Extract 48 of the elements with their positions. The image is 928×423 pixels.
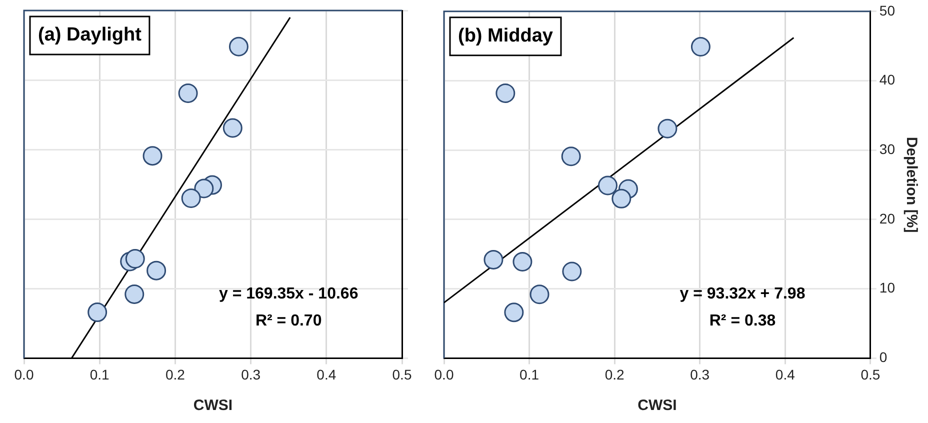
- x-tick-label: 0.4: [775, 366, 796, 382]
- point: [496, 83, 516, 103]
- annotation: R² = 0.38: [709, 312, 776, 330]
- x-tick-label: 0.2: [165, 366, 186, 382]
- text: (b) Midday: [458, 26, 554, 47]
- point: [146, 260, 166, 280]
- point: [598, 176, 618, 196]
- x-tick-label: 0.0: [434, 366, 454, 382]
- x-tick-label: 0.1: [90, 366, 110, 382]
- x-tick-label: 0.3: [241, 366, 261, 382]
- x-tick-label: 0.0: [14, 366, 34, 382]
- text: (a) Daylight: [38, 24, 142, 46]
- x-tick-label: 0.5: [860, 366, 880, 382]
- x-tick-label: 0.3: [690, 366, 710, 382]
- y-tick-label: 50: [879, 2, 896, 18]
- point: [690, 37, 710, 57]
- x-tick-label: 0.2: [604, 366, 625, 382]
- x-tick-label: 0.1: [520, 366, 540, 382]
- point: [658, 118, 678, 138]
- x-axis-title: CWSI: [193, 397, 233, 414]
- point: [178, 84, 198, 104]
- y-tick-label: 20: [879, 210, 896, 226]
- point: [181, 188, 201, 208]
- point: [530, 284, 550, 304]
- annotation: y = 169.35x - 10.66: [218, 286, 358, 303]
- y-axis-title: Depletion [%]: [902, 136, 920, 233]
- point: [125, 249, 145, 269]
- point: [194, 178, 214, 198]
- point: [504, 302, 524, 322]
- point: [88, 302, 108, 322]
- point: [562, 262, 582, 282]
- point: [228, 36, 248, 56]
- y-tick-label: 30: [879, 140, 896, 157]
- annotation: y = 93.32x + 7.98: [680, 286, 806, 303]
- point: [142, 146, 162, 166]
- point: [222, 118, 242, 138]
- point: [512, 252, 532, 272]
- y-tick-label: 0: [879, 349, 888, 366]
- y-tick-label: 40: [879, 72, 896, 88]
- point: [561, 146, 581, 166]
- x-tick-label: 0.4: [316, 366, 336, 382]
- point: [124, 284, 144, 304]
- x-axis-title: CWSI: [638, 397, 677, 414]
- annotation: R² = 0.70: [255, 312, 322, 330]
- y-tick-label: 10: [879, 280, 896, 296]
- x-tick-label: 0.5: [392, 366, 412, 382]
- point: [612, 188, 632, 208]
- point: [484, 250, 504, 270]
